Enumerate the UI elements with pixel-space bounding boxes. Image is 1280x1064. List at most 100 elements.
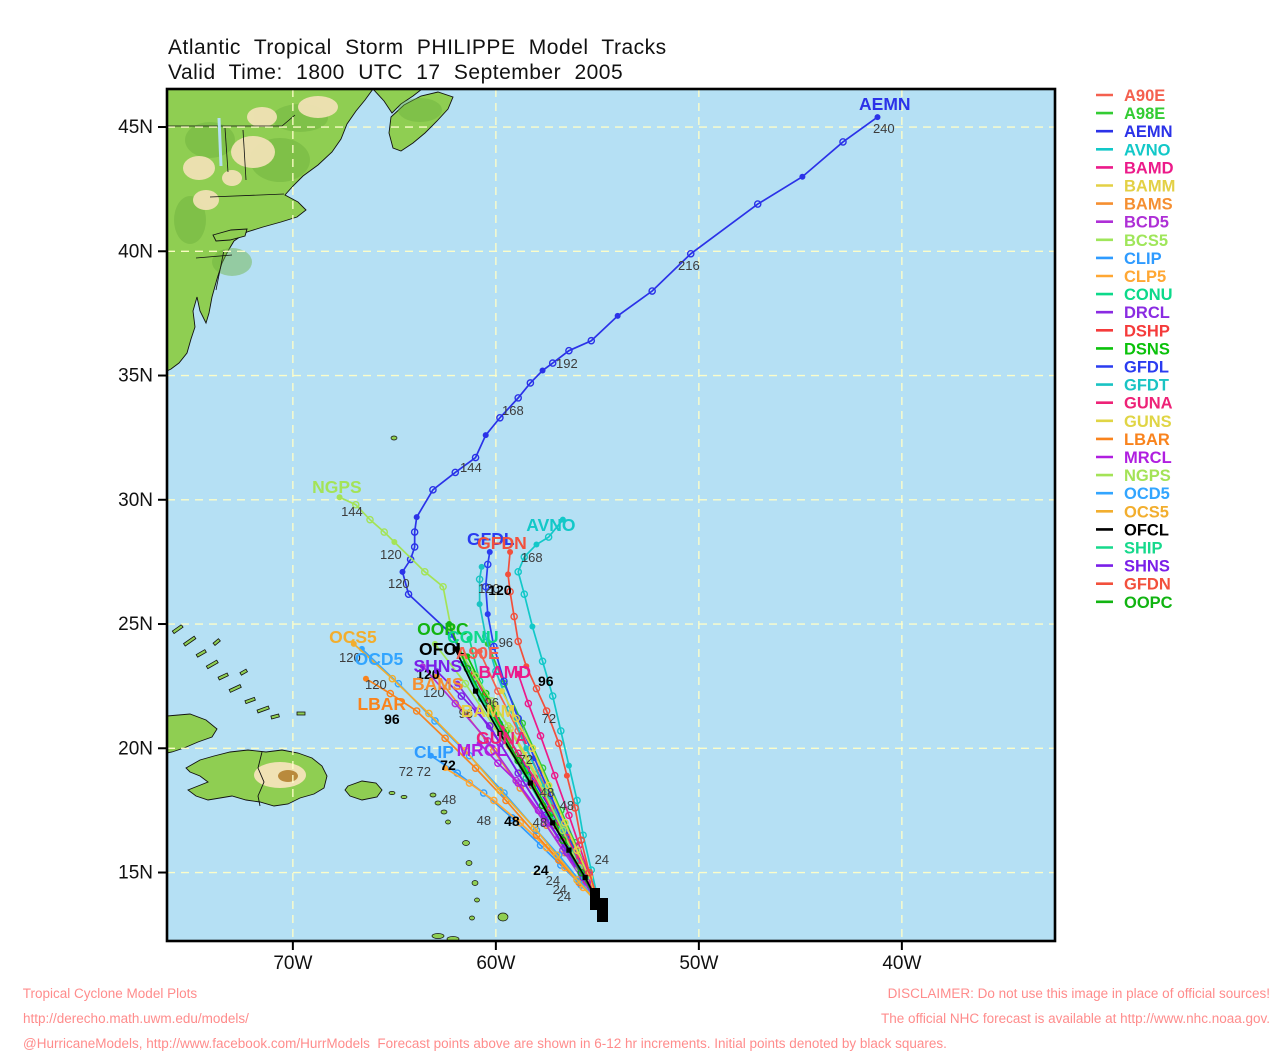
legend-item-SHIP: SHIP xyxy=(1096,540,1163,558)
hour-label: 24 xyxy=(557,889,571,904)
legend-item-CLP5: CLP5 xyxy=(1096,268,1166,286)
model-label-BAMS: BAMS xyxy=(412,674,464,694)
legend-item-OFCL: OFCL xyxy=(1096,521,1169,539)
y-tick-label: 20N xyxy=(118,738,153,759)
track-AVNO xyxy=(514,516,601,906)
legend-label: DSNS xyxy=(1124,340,1170,358)
legend-item-GFDT: GFDT xyxy=(1096,377,1169,395)
legend-label: OCD5 xyxy=(1124,485,1170,503)
footer-credits: Tropical Cyclone Model Plots http://dere… xyxy=(8,975,947,1063)
footer-disclaimer: DISCLAIMER: Do not use this image in pla… xyxy=(866,975,1270,1038)
legend-label: GUNS xyxy=(1124,413,1172,431)
model-label-OFCL: OFCL xyxy=(419,639,467,659)
hour-label: 72 xyxy=(542,711,556,726)
hour-label: 48 xyxy=(442,792,456,807)
legend-label: DRCL xyxy=(1124,304,1170,322)
map-land xyxy=(167,89,509,941)
legend-label: BAMD xyxy=(1124,159,1174,177)
land-new-brunswick xyxy=(372,89,423,114)
legend-item-DRCL: DRCL xyxy=(1096,304,1170,322)
legend-item-LBAR: LBAR xyxy=(1096,431,1170,449)
ocean-background xyxy=(167,89,1055,941)
legend-label: CONU xyxy=(1124,286,1173,304)
legend-label: CLP5 xyxy=(1124,268,1166,286)
hour-label: 240 xyxy=(873,121,895,136)
hour-label: 168 xyxy=(502,403,524,418)
x-tick-label: 60W xyxy=(476,953,515,974)
legend-label: SHNS xyxy=(1124,558,1170,576)
x-tick-label: 40W xyxy=(882,953,921,974)
hour-label: 120 xyxy=(380,547,402,562)
legend-label: LBAR xyxy=(1124,431,1170,449)
track-OCS5 xyxy=(350,640,601,906)
hour-label: 120 xyxy=(423,685,445,700)
model-label-AEMN: AEMN xyxy=(859,94,911,114)
hour-label: 96 xyxy=(384,711,400,727)
hour-label: 24 xyxy=(546,873,560,888)
legend-item-A98E: A98E xyxy=(1096,105,1165,123)
hour-label: 120 xyxy=(416,666,440,682)
model-label-BAMM: BAMM xyxy=(461,701,515,721)
y-tick-label: 30N xyxy=(118,490,153,511)
legend-label: BAMM xyxy=(1124,178,1175,196)
footer-product-name: Tropical Cyclone Model Plots xyxy=(22,985,198,1001)
legend-label: DSHP xyxy=(1124,322,1170,340)
model-label-OOPC: OOPC xyxy=(417,619,469,639)
model-label-BAMD: BAMD xyxy=(479,662,532,682)
y-tick-label: 40N xyxy=(118,241,153,262)
hour-label: 216 xyxy=(678,258,700,273)
legend-label: OOPC xyxy=(1124,594,1173,612)
legend-item-SHNS: SHNS xyxy=(1096,558,1170,576)
legend-item-BAMD: BAMD xyxy=(1096,159,1174,177)
footer-social-and-notes: @HurricaneModels, http://www.facebook.co… xyxy=(23,1035,947,1051)
hour-label: 24 xyxy=(595,852,609,867)
legend-item-CONU: CONU xyxy=(1096,286,1173,304)
hour-label: 48 xyxy=(533,815,547,830)
legend-label: GFDL xyxy=(1124,359,1169,377)
model-label-CLIP: CLIP xyxy=(414,742,454,762)
model-label-NGPS: NGPS xyxy=(312,477,362,497)
hour-label: 96 xyxy=(485,695,499,710)
model-label-MRCL: MRCL xyxy=(457,740,508,760)
legend-item-DSHP: DSHP xyxy=(1096,322,1170,340)
legend-item-GFDN: GFDN xyxy=(1096,576,1171,594)
hour-label: 168 xyxy=(521,550,543,565)
legend-item-GUNA: GUNA xyxy=(1096,395,1173,413)
legend-label: AEMN xyxy=(1124,123,1173,141)
footer-disclaimer-line: DISCLAIMER: Do not use this image in pla… xyxy=(887,985,1270,1001)
legend-item-BAMS: BAMS xyxy=(1096,196,1173,214)
legend-item-AEMN: AEMN xyxy=(1096,123,1173,141)
hour-label: 120 xyxy=(388,576,410,591)
hour-label: 120 xyxy=(488,582,512,598)
land-cuba xyxy=(167,713,218,754)
legend-label: BAMS xyxy=(1124,196,1173,214)
initial-point-marker xyxy=(590,888,608,922)
legend-label: AVNO xyxy=(1124,141,1171,159)
hour-label: 48 xyxy=(477,813,491,828)
hour-label: 120 xyxy=(339,650,361,665)
lat-lon-gridlines xyxy=(167,89,1055,941)
hour-label: 24 xyxy=(533,862,549,878)
state-borders xyxy=(167,114,296,291)
legend-item-NGPS: NGPS xyxy=(1096,467,1171,485)
hour-label: 192 xyxy=(556,356,578,371)
y-tick-label: 25N xyxy=(118,614,153,635)
hour-label: 72 xyxy=(440,757,456,773)
legend-label: BCD5 xyxy=(1124,214,1169,232)
legend-item-BCS5: BCS5 xyxy=(1096,232,1168,250)
model-label-CONU: CONU xyxy=(447,627,499,647)
legend-label: SHIP xyxy=(1124,540,1163,558)
x-tick-label: 50W xyxy=(679,953,718,974)
legend-item-MRCL: MRCL xyxy=(1096,449,1172,467)
hour-label: 24 xyxy=(553,882,567,897)
legend-label: A90E xyxy=(1124,87,1165,105)
chart-title: Atlantic Tropical Storm PHILIPPE Model T… xyxy=(168,36,667,59)
y-tick-label: 35N xyxy=(118,366,153,387)
model-label-A90E: A90E xyxy=(456,643,500,663)
legend-label: GUNA xyxy=(1124,395,1173,413)
land-bahamas xyxy=(171,624,306,720)
plot-canvas: Atlantic Tropical Storm PHILIPPE Model T… xyxy=(23,36,1270,1050)
legend-item-GUNS: GUNS xyxy=(1096,413,1172,431)
track-GFDN xyxy=(505,548,601,906)
